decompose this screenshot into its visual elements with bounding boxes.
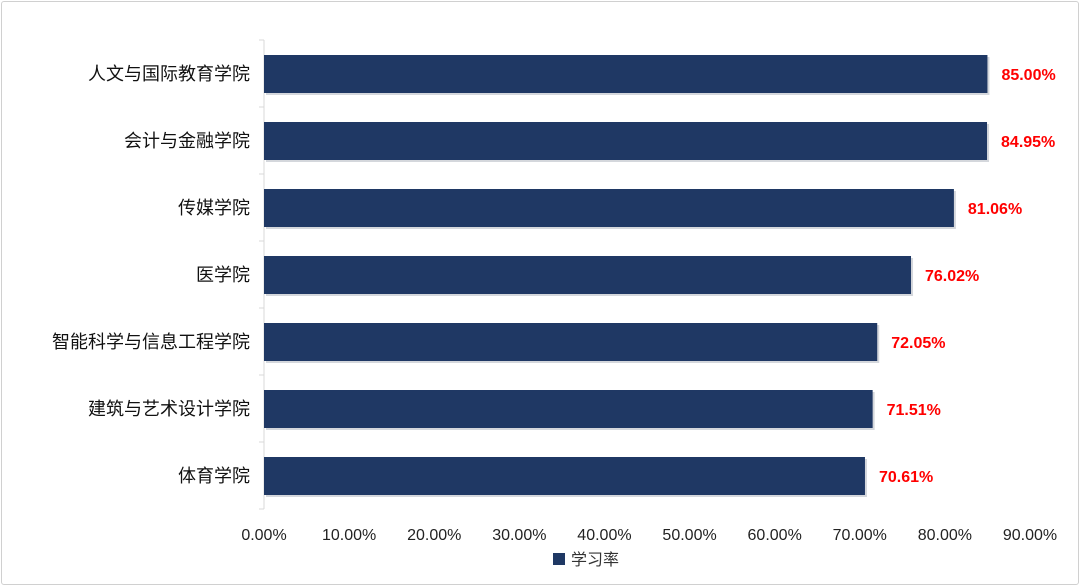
bar xyxy=(264,189,954,227)
data-label: 81.06% xyxy=(968,201,1022,218)
bar-layer xyxy=(264,55,990,497)
bar xyxy=(264,55,988,93)
data-label: 71.51% xyxy=(887,402,941,419)
legend: 学习率 xyxy=(553,550,619,569)
bar xyxy=(264,323,878,361)
legend-swatch xyxy=(553,553,565,565)
x-tick-label: 80.00% xyxy=(918,527,972,544)
category-label: 医学院 xyxy=(196,265,250,286)
bar xyxy=(264,390,873,428)
data-label: 76.02% xyxy=(925,268,979,285)
x-tick-label: 10.00% xyxy=(322,527,376,544)
category-label: 建筑与艺术设计学院 xyxy=(88,399,250,420)
x-tick-label: 50.00% xyxy=(662,527,716,544)
x-tick-label: 20.00% xyxy=(407,527,461,544)
category-label: 人文与国际教育学院 xyxy=(88,64,250,85)
data-label: 72.05% xyxy=(891,335,945,352)
category-label: 会计与金融学院 xyxy=(124,131,250,152)
legend-label: 学习率 xyxy=(571,550,619,569)
x-tick-label: 0.00% xyxy=(241,527,286,544)
category-label: 智能科学与信息工程学院 xyxy=(52,332,250,353)
data-label: 84.95% xyxy=(1001,134,1055,151)
x-tick-label: 30.00% xyxy=(492,527,546,544)
axis-layer: 0.00% 10.00% 20.00% 30.00% 40.00% 50.00% 60.00… xyxy=(241,39,1057,544)
x-tick-label: 40.00% xyxy=(577,527,631,544)
bar xyxy=(264,122,988,160)
x-tick-label: 70.00% xyxy=(833,527,887,544)
category-label: 体育学院 xyxy=(178,466,250,487)
x-tick-label: 90.00% xyxy=(1003,527,1057,544)
data-label: 70.61% xyxy=(879,469,933,486)
bar xyxy=(264,256,912,294)
x-tick-label: 60.00% xyxy=(748,527,802,544)
label-layer: 人文与国际教育学院 85.00% 会计与金融学院 84.95% 传媒学院 81.06% 医学… xyxy=(52,64,1056,487)
data-label: 85.00% xyxy=(1001,67,1055,84)
bar xyxy=(264,457,865,495)
category-label: 传媒学院 xyxy=(178,198,250,219)
